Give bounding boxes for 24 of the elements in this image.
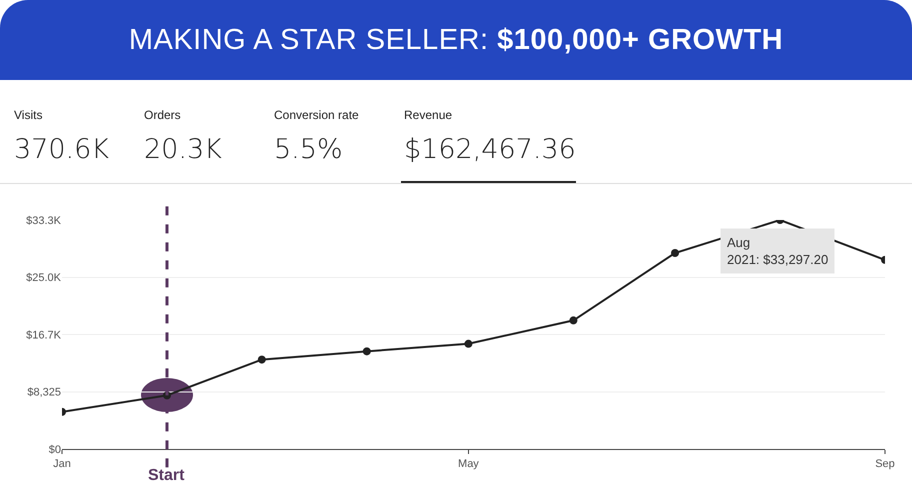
text: Revenue [404, 108, 454, 122]
y-tick-label: $25.0K [26, 272, 62, 284]
annotation: Aug 2021: $33,297.20 [727, 235, 828, 267]
point [671, 249, 680, 258]
point [362, 347, 371, 356]
point [258, 356, 266, 364]
y-tick-label: $33.3K [26, 214, 62, 227]
text: Conversion rate [274, 108, 360, 122]
text: $162,467.36 [404, 134, 576, 165]
x-tick-label: May [458, 458, 480, 470]
x-tick-label: Sep [875, 458, 895, 470]
text: 370.6K [14, 134, 110, 165]
y-tick-label: $16.7K [26, 329, 62, 342]
ref-line-label: Start [148, 467, 186, 484]
x-tick-label: Jan [53, 458, 71, 470]
text: 5.5% [274, 134, 344, 165]
y-tick-label: $8,325 [27, 386, 61, 399]
chart-title: MAKING A STAR SELLER: $100,000+ GROWTH [0, 0, 912, 80]
y-tick-label: $0 [48, 444, 61, 456]
text: 20.3K [144, 134, 223, 165]
text: Orders [144, 108, 182, 122]
point [464, 340, 472, 348]
point [569, 316, 578, 324]
text: Visits [14, 108, 44, 122]
